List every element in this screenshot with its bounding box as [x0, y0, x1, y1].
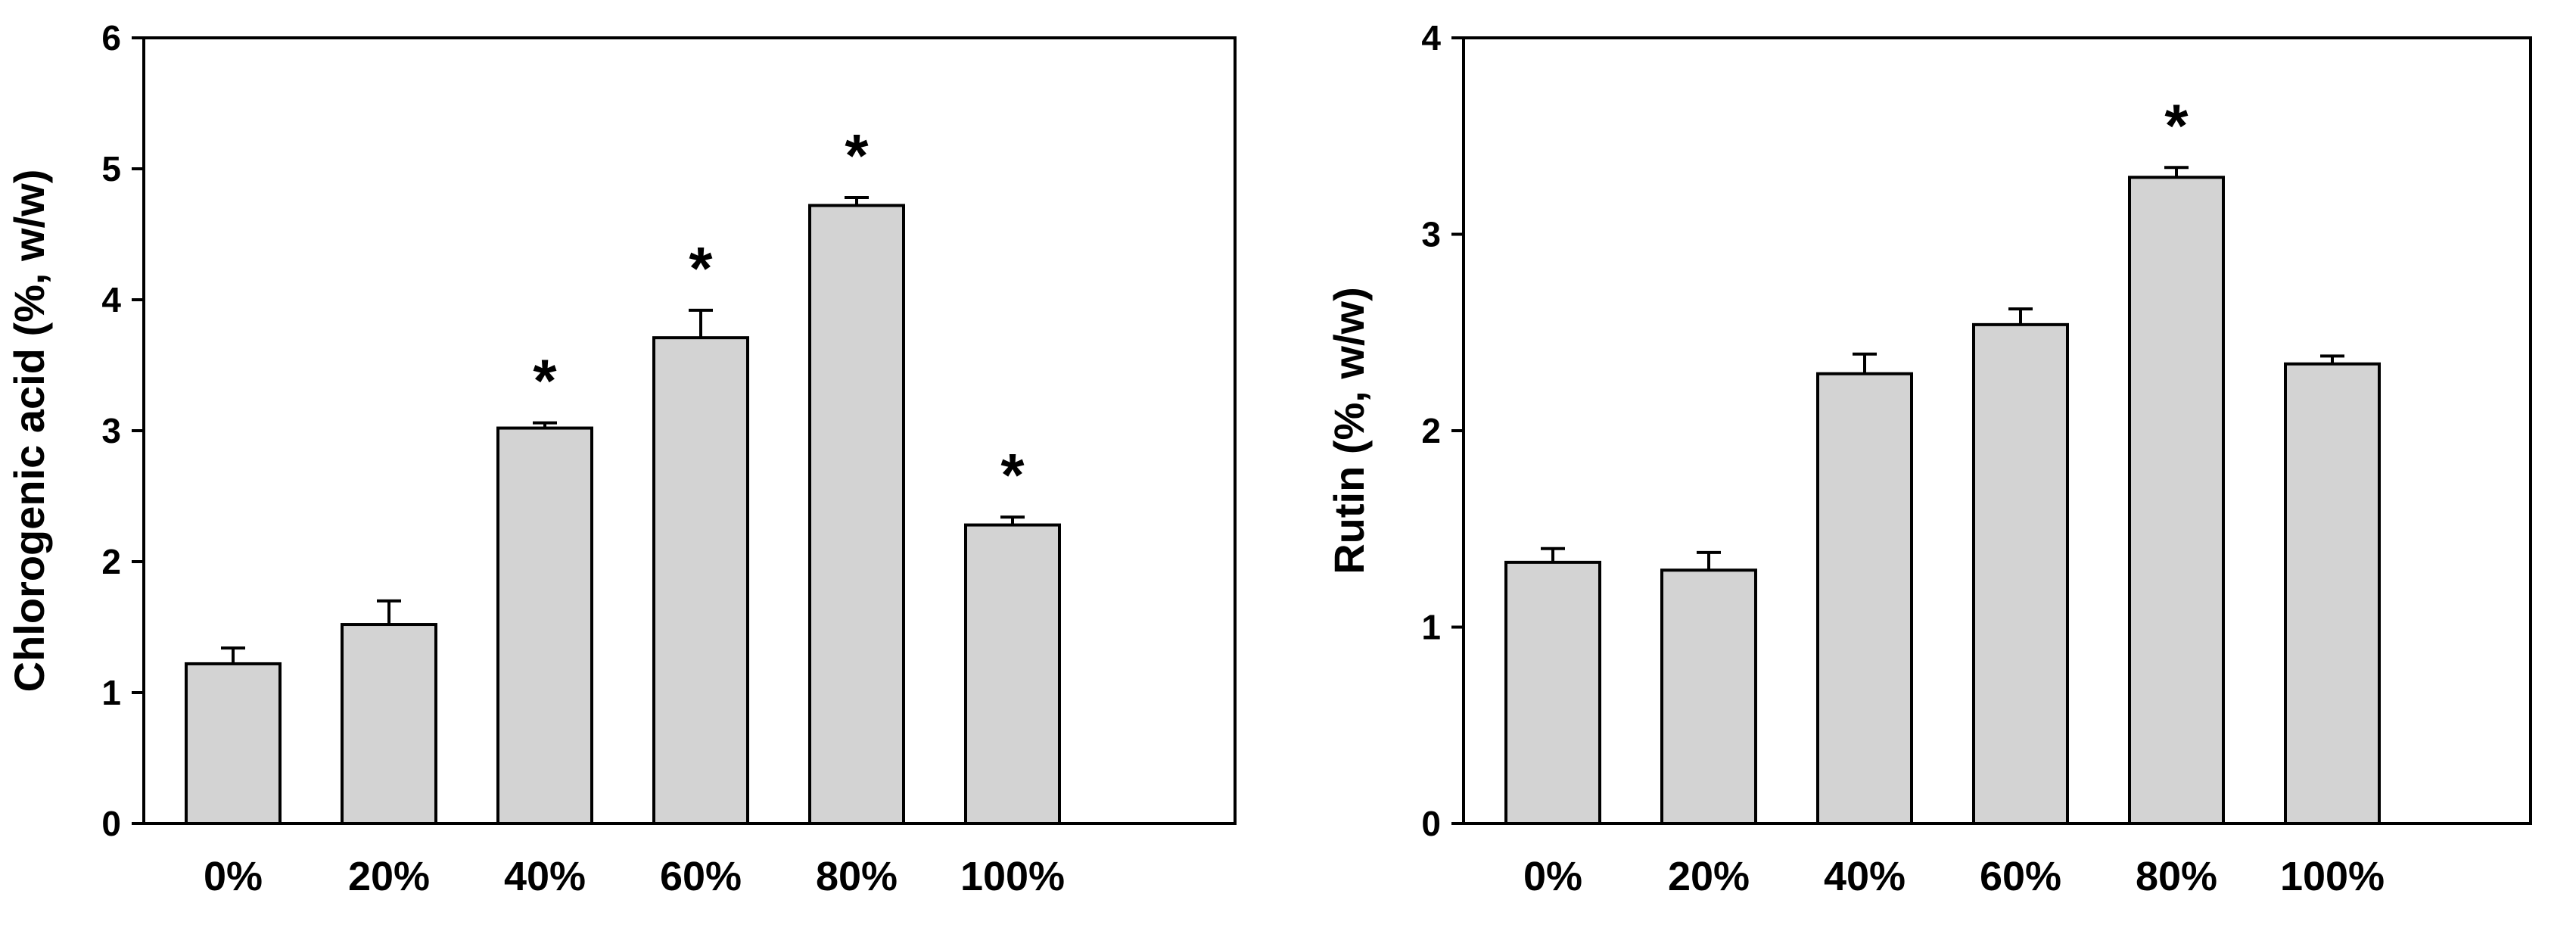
- category-label: 0%: [204, 854, 263, 899]
- significance-marker: *: [2164, 92, 2189, 159]
- significance-marker: *: [1000, 441, 1025, 509]
- y-tick-label: 5: [101, 149, 121, 188]
- bar: [808, 204, 905, 825]
- bar: [2284, 362, 2381, 825]
- y-tick-label: 3: [101, 411, 121, 450]
- significance-marker: *: [533, 347, 557, 415]
- category-label: 100%: [960, 854, 1065, 899]
- significance-marker: *: [689, 235, 713, 302]
- bar: [964, 523, 1061, 825]
- y-axis-title: Chlorogenic acid (%, w/w): [5, 170, 53, 693]
- bar: [652, 336, 749, 826]
- chart-panel-rutin: 0 1 2 3 4 Rutin (%, w/w) 0% 20% 40% 60% 80% * 100%: [1325, 18, 2532, 899]
- category-label: 60%: [660, 854, 742, 899]
- y-tick-label: 3: [1421, 215, 1441, 254]
- category-label: 80%: [2136, 854, 2217, 899]
- y-tick-label: 0: [1421, 804, 1441, 843]
- category-label: 80%: [816, 854, 898, 899]
- category-label: 40%: [504, 854, 586, 899]
- y-tick-label: 1: [101, 673, 121, 712]
- bar: [341, 623, 437, 825]
- bar: [185, 662, 282, 825]
- y-tick-label: 1: [1421, 608, 1441, 647]
- bar: [1972, 322, 2069, 825]
- bar: [1660, 568, 1757, 825]
- y-tick-label: 2: [101, 542, 121, 581]
- y-tick-label: 6: [101, 18, 121, 58]
- significance-marker: *: [845, 122, 869, 189]
- y-tick-label: 4: [1421, 18, 1441, 58]
- y-tick-label: 4: [101, 280, 121, 319]
- category-label: 20%: [348, 854, 430, 899]
- bar: [496, 426, 593, 825]
- category-label: 40%: [1824, 854, 1906, 899]
- bar: [1504, 560, 1601, 825]
- category-label: 100%: [2280, 854, 2385, 899]
- bar: [2128, 176, 2225, 825]
- category-label: 0%: [1523, 854, 1582, 899]
- y-axis-title: Rutin (%, w/w): [1325, 287, 1373, 575]
- y-tick-label: 0: [101, 804, 121, 843]
- chart-panel-chlorogenic-acid: 0 1 2 3 4 5 6 Chlorogenic acid (%, w/w) 0% 20% 40%…: [5, 18, 1237, 899]
- category-label: 20%: [1668, 854, 1750, 899]
- category-label: 60%: [1980, 854, 2061, 899]
- y-tick-label: 2: [1421, 411, 1441, 450]
- bar: [1816, 372, 1913, 825]
